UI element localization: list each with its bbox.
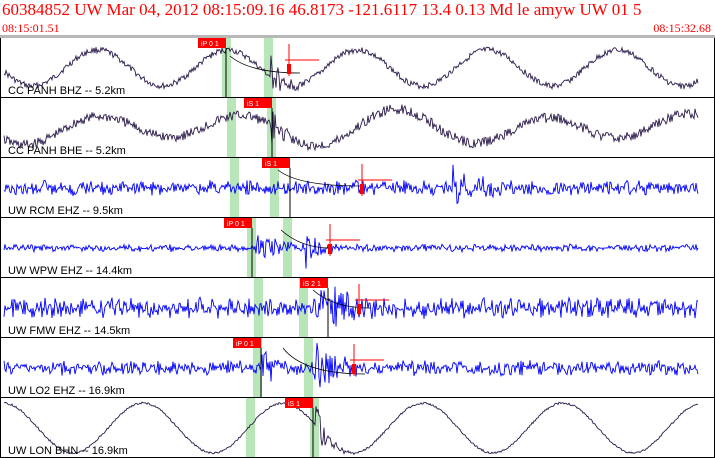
pick-label: iS 1 [247, 101, 259, 108]
pick-window [299, 278, 308, 338]
seismogram-canvas[interactable]: iP 0 1 CC PANH BHZ -- 5.2km iS 1 CC PANH BH… [0, 38, 715, 458]
pick-flag[interactable] [300, 278, 328, 288]
coda-curve [229, 55, 301, 74]
waveform-trace [3, 164, 699, 205]
coda-curve [280, 229, 331, 249]
trace-panel[interactable]: iS 1 CC PANH BHE -- 5.2km [0, 98, 715, 158]
amplitude-box [352, 364, 356, 374]
pick-label: iS 1 [288, 401, 300, 408]
station-label: UW FMW EHZ -- 14.5km [8, 325, 130, 337]
pick-window [310, 398, 319, 458]
station-label: CC PANH BHE -- 5.2km [8, 145, 126, 157]
pick-label: iP 0 1 [201, 41, 219, 48]
pick-window [253, 338, 262, 398]
event-header: 60384852 UW Mar 04, 2012 08:15:09.16 46.… [0, 0, 715, 36]
waveform-trace [3, 401, 699, 456]
pick-flag[interactable] [233, 338, 261, 348]
pick-flag[interactable] [262, 158, 290, 168]
waveform-trace [3, 343, 699, 388]
pick-flag[interactable] [198, 38, 226, 48]
trace-panel[interactable]: iP 0 1 CC PANH BHZ -- 5.2km [0, 38, 715, 98]
trace-panel[interactable]: iS 2 1 UW FMW EHZ -- 14.5km [0, 278, 715, 338]
station-label: CC PANH BHZ -- 5.2km [8, 85, 125, 97]
pick-window [264, 38, 273, 98]
amplitude-box [287, 64, 291, 74]
trace-panel[interactable]: iP 0 1 UW WPW EHZ -- 14.4km [0, 218, 715, 278]
header-divider [0, 35, 715, 38]
pick-window [227, 98, 236, 158]
waveform-trace [3, 46, 699, 92]
trace-panel[interactable]: iS 1 UW RCM EHZ -- 9.5km [0, 158, 715, 218]
pick-label: iP 0 1 [236, 341, 254, 348]
waveform-trace [3, 104, 699, 152]
station-label: UW RCM EHZ -- 9.5km [8, 205, 123, 217]
pick-label: iP 0 1 [227, 221, 245, 228]
seismogram-panel[interactable]: iP 0 1 CC PANH BHZ -- 5.2km iS 1 CC PANH BH… [0, 38, 715, 458]
pick-flag[interactable] [224, 218, 252, 228]
pick-flag[interactable] [244, 98, 272, 108]
end-time: 08:15:32.68 [653, 21, 711, 35]
event-title: 60384852 UW Mar 04, 2012 08:15:09.16 46.… [2, 0, 642, 19]
station-label: UW LO2 EHZ -- 16.9km [8, 385, 125, 397]
pick-label: iS 1 [265, 161, 277, 168]
coda-curve [312, 289, 371, 309]
coda-curve [277, 169, 361, 187]
start-time: 08:15:01.51 [2, 21, 60, 35]
pick-label: iS 2 1 [303, 281, 321, 288]
waveform-trace [3, 235, 699, 269]
station-label: UW LON BHN -- 16.9km [8, 445, 128, 457]
pick-window [254, 278, 263, 338]
pick-flag[interactable] [285, 398, 313, 408]
trace-panel[interactable]: iP 0 1 UW LO2 EHZ -- 16.9km [0, 338, 715, 398]
station-label: UW WPW EHZ -- 14.4km [8, 265, 132, 277]
amplitude-box [328, 244, 332, 254]
amplitude-box [357, 304, 361, 314]
trace-panel[interactable]: iS 1 UW LON BHN -- 16.9km [0, 398, 715, 458]
waveform-trace [3, 286, 699, 327]
pick-window [246, 398, 255, 458]
amplitude-box [360, 184, 364, 194]
